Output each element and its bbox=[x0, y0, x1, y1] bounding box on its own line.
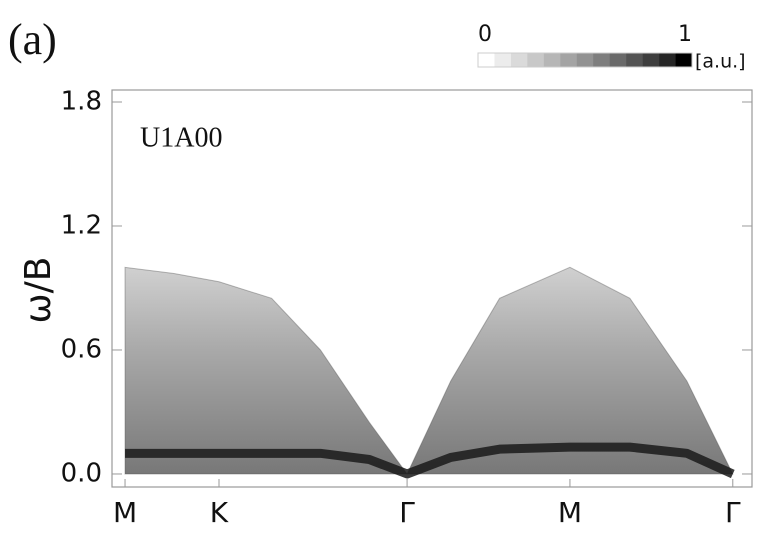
colorbar-step bbox=[560, 53, 578, 67]
plot-frame bbox=[111, 89, 753, 488]
colorbar-step bbox=[642, 53, 660, 67]
x-tick-label: M bbox=[113, 496, 137, 529]
colorbar-max: 1 bbox=[678, 22, 692, 47]
plot-area bbox=[124, 266, 735, 479]
colorbar-step bbox=[510, 53, 528, 67]
colorbar-label: [a.u.] bbox=[695, 51, 746, 73]
chart-title: U1A00 bbox=[140, 122, 222, 153]
colorbar-step bbox=[543, 53, 561, 67]
colorbar-frame bbox=[477, 52, 693, 68]
x-tick-label: Γ bbox=[399, 496, 415, 529]
y-tick-label: 0.0 bbox=[61, 458, 102, 488]
colorbar-min: 0 bbox=[478, 22, 492, 47]
band-line bbox=[125, 442, 735, 479]
continuum-area bbox=[124, 266, 734, 475]
colorbar-step bbox=[609, 53, 627, 67]
colorbar-step bbox=[626, 53, 643, 67]
x-tick-label: Γ bbox=[725, 496, 741, 529]
colorbar-step bbox=[478, 53, 495, 67]
colorbar-step bbox=[659, 53, 676, 67]
colorbar-step bbox=[494, 53, 512, 67]
colorbar-step bbox=[527, 53, 545, 67]
y-tick-label: 1.8 bbox=[61, 86, 102, 116]
colorbar-step bbox=[593, 53, 610, 67]
colorbar-step bbox=[576, 53, 594, 67]
y-tick-label: 0.6 bbox=[61, 334, 102, 364]
y-axis-label: ω/B bbox=[18, 257, 59, 324]
colorbar-step bbox=[675, 53, 693, 67]
x-tick-label: K bbox=[210, 496, 229, 529]
y-tick-label: 1.2 bbox=[61, 210, 102, 240]
panel-label: (a) bbox=[8, 15, 57, 64]
x-tick-label: M bbox=[558, 496, 582, 529]
